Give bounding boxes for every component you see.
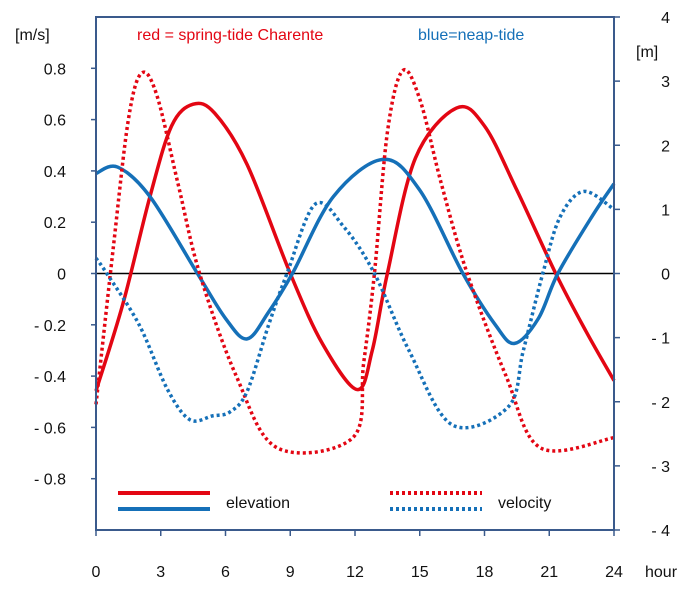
- x-tick-label: 24: [605, 564, 623, 581]
- x-tick-label: 3: [156, 564, 165, 581]
- x-tick-label: 12: [346, 564, 364, 581]
- y-right-tick-label: 3: [661, 74, 670, 91]
- x-tick-label: 9: [286, 564, 295, 581]
- x-tick-label: 0: [92, 564, 101, 581]
- neap-elevation-line: [95, 157, 616, 346]
- x-tick-label: 21: [540, 564, 558, 581]
- spring-velocity-line: [94, 67, 615, 455]
- y-right-tick-label: 2: [661, 138, 670, 155]
- y-right-tick-label: 4: [661, 10, 670, 27]
- y-right-tick-label: - 2: [651, 395, 670, 412]
- y-left-tick-label: 0.2: [44, 215, 66, 232]
- y-left-tick-label: 0.8: [44, 61, 66, 78]
- legend: elevation velocity: [118, 491, 551, 512]
- y-left-tick-label: - 0.4: [34, 369, 66, 386]
- y-left-tick-label: - 0.8: [34, 472, 66, 489]
- x-tick-label: 15: [411, 564, 429, 581]
- legend-elevation-label: elevation: [226, 495, 290, 512]
- spring-elevation-line: [94, 101, 616, 392]
- y-right-tick-label: 1: [661, 202, 670, 219]
- x-tick-label: 6: [221, 564, 230, 581]
- y-left-tick-label: 0: [57, 267, 66, 284]
- y-left-tick-label: 0.4: [44, 164, 66, 181]
- y-left-tick-label: 0.6: [44, 113, 66, 130]
- header-spring: red = spring-tide Charente: [137, 27, 323, 44]
- y-right-tick-label: 0: [661, 267, 670, 284]
- x-axis-label: hour: [645, 564, 678, 581]
- y-left-tick-label: - 0.2: [34, 318, 66, 335]
- y-left-tick-label: - 0.6: [34, 420, 66, 437]
- y-right-tick-label: - 3: [651, 459, 670, 476]
- y-left-label: [m/s]: [15, 27, 50, 44]
- plot-frame: [95, 16, 615, 531]
- header-neap: blue=neap-tide: [418, 27, 524, 44]
- x-tick-label: 18: [476, 564, 494, 581]
- y-right-label: [m]: [636, 44, 658, 61]
- y-right-tick-label: - 1: [651, 331, 670, 348]
- legend-velocity-label: velocity: [498, 495, 551, 512]
- neap-velocity-line: [94, 189, 615, 430]
- y-right-tick-label: - 4: [651, 523, 670, 540]
